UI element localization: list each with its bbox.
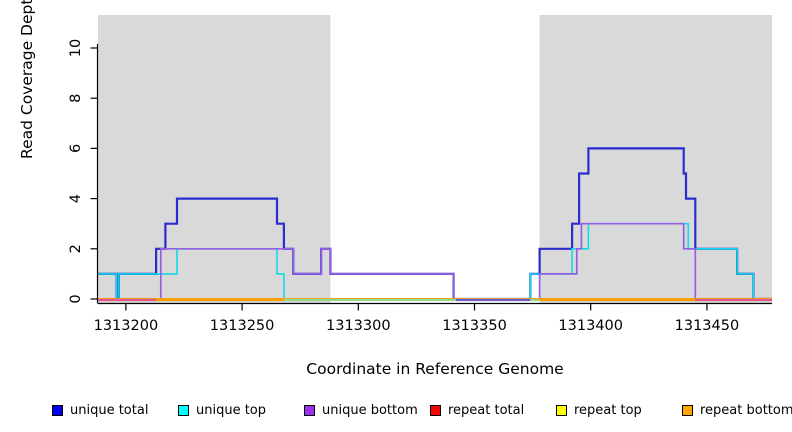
x-tick-label: 1313350 <box>442 318 507 334</box>
series-line-unique-top <box>98 222 772 300</box>
legend-swatch-icon <box>682 404 693 416</box>
legend-swatch-icon <box>430 404 441 416</box>
y-axis-title: Read Coverage Depth <box>18 0 36 159</box>
legend-item-unique-bottom: unique bottom <box>304 399 430 421</box>
x-tick-label: 1313200 <box>94 318 159 334</box>
y-tick-label: 4 <box>68 194 84 203</box>
legend-item-repeat-bottom: repeat bottom <box>682 399 792 421</box>
legend-swatch-icon <box>304 404 315 416</box>
legend-swatch-icon <box>52 404 63 416</box>
x-tick-label: 1313450 <box>675 318 740 334</box>
legend-label: repeat total <box>448 402 525 418</box>
legend-item-repeat-top: repeat top <box>556 399 682 421</box>
x-tick-label: 1313300 <box>326 318 391 334</box>
legend-label: repeat top <box>574 402 642 418</box>
y-tick-label: 0 <box>68 294 84 303</box>
legend: unique total unique top unique bottom repea… <box>52 399 792 421</box>
x-tick-label: 1313250 <box>210 318 275 334</box>
legend-swatch-icon <box>556 404 567 416</box>
y-tick-label: 6 <box>68 144 84 153</box>
shaded-region <box>98 15 331 304</box>
legend-label: unique top <box>196 402 267 418</box>
y-tick-label: 10 <box>68 39 84 57</box>
legend-item-unique-top: unique top <box>178 399 304 421</box>
shaded-region <box>539 15 772 304</box>
legend-label: repeat bottom <box>700 402 792 418</box>
legend-label: unique total <box>70 402 149 418</box>
x-axis-title: Coordinate in Reference Genome <box>306 360 564 378</box>
legend-label: unique bottom <box>322 402 418 418</box>
legend-item-repeat-total: repeat total <box>430 399 556 421</box>
legend-swatch-icon <box>178 404 189 416</box>
y-tick-label: 8 <box>68 94 84 103</box>
y-tick-label: 2 <box>68 244 84 253</box>
legend-item-unique-total: unique total <box>52 399 178 421</box>
x-tick-label: 1313400 <box>558 318 623 334</box>
